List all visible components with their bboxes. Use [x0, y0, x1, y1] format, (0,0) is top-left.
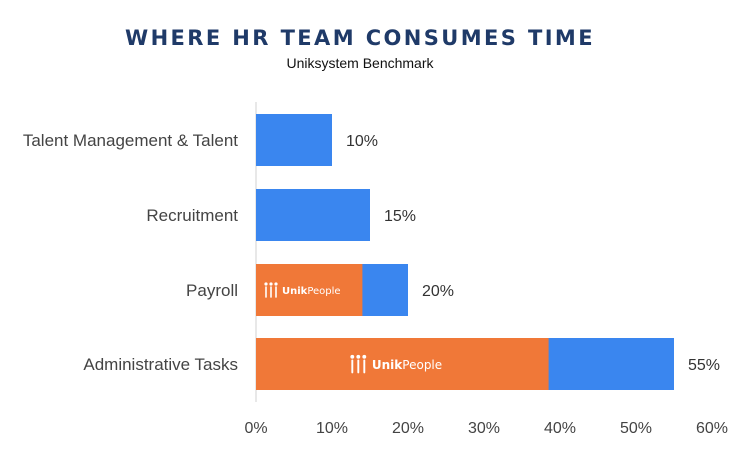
category-label: Administrative Tasks [83, 355, 238, 374]
x-tick-label: 40% [544, 420, 576, 437]
data-label: 55% [688, 357, 720, 374]
category-label: Talent Management & Talent [23, 131, 238, 150]
category-label: Payroll [186, 281, 238, 300]
bar [256, 114, 332, 166]
x-tick-label: 60% [696, 420, 728, 437]
x-tick-label: 20% [392, 420, 424, 437]
data-label: 10% [346, 133, 378, 150]
bar-highlight-segment [256, 338, 549, 390]
data-label: 20% [422, 283, 454, 300]
bar [256, 189, 370, 241]
x-tick-label: 50% [620, 420, 652, 437]
x-tick-label: 30% [468, 420, 500, 437]
data-label: 15% [384, 208, 416, 225]
unikpeople-logo-icon: UnikPeople [350, 354, 442, 374]
logo-wordmark: UnikPeople [372, 358, 442, 372]
unikpeople-logo-icon: UnikPeople [264, 282, 341, 298]
chart-title: WHERE HR TEAM CONSUMES TIME [125, 26, 595, 50]
x-tick-label: 10% [316, 420, 348, 437]
bar-highlight-segment [256, 264, 363, 316]
category-label: Recruitment [146, 206, 238, 225]
x-tick-label: 0% [244, 420, 267, 437]
chart-subtitle: Uniksystem Benchmark [286, 55, 434, 71]
logo-wordmark: UnikPeople [282, 286, 341, 297]
